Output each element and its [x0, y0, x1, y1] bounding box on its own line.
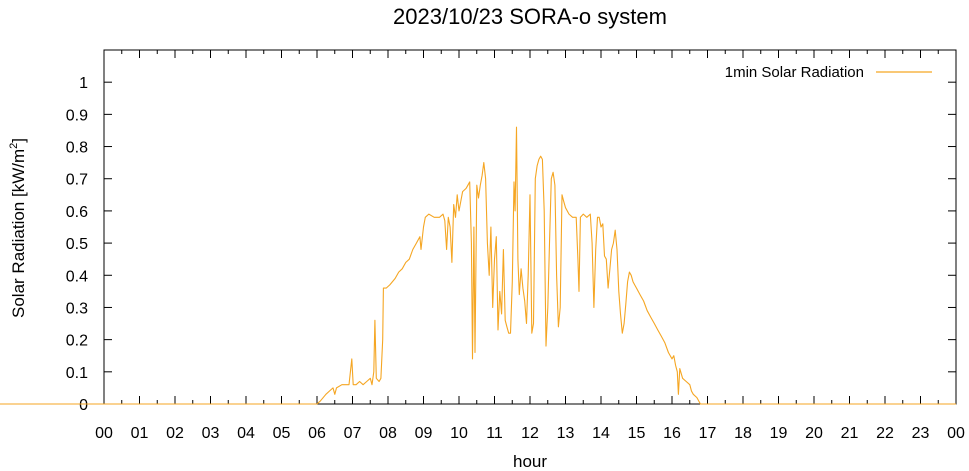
- legend-label: 1min Solar Radiation: [725, 64, 864, 81]
- x-tick-label: 17: [699, 425, 717, 442]
- x-tick-label: 00: [95, 425, 113, 442]
- y-tick-label: 0.2: [66, 333, 88, 350]
- x-tick-label: 02: [166, 425, 184, 442]
- x-tick-label: 23: [912, 425, 930, 442]
- x-tick-label: 18: [734, 425, 752, 442]
- y-axis-label-close: ]: [9, 138, 28, 143]
- y-tick-label: 0.8: [66, 140, 88, 157]
- y-axis-label: Solar Radiation [kW/m2]: [8, 138, 28, 318]
- y-axis-label-main: Solar Radiation [kW/m: [9, 149, 28, 318]
- y-tick-label: 1: [79, 75, 88, 92]
- x-tick-label: 19: [770, 425, 788, 442]
- x-tick-label: 11: [486, 425, 503, 442]
- x-tick-label: 04: [237, 425, 255, 442]
- x-tick-label: 22: [876, 425, 894, 442]
- y-axis-tick-labels: 0 0.1 0.2 0.3 0.4 0.5 0.6 0.7 0.8 0.9 1: [66, 75, 88, 414]
- x-axis-label: hour: [513, 452, 547, 471]
- x-tick-label: 10: [450, 425, 468, 442]
- x-axis-ticks: [103, 50, 957, 404]
- x-tick-label: 07: [344, 425, 362, 442]
- x-tick-label: 00: [947, 425, 965, 442]
- y-tick-label: 0.3: [66, 300, 88, 317]
- y-tick-label: 0: [79, 397, 88, 414]
- y-tick-label: 0.1: [66, 365, 88, 382]
- x-axis-tick-labels: 00 01 02 03 04 05 06 07 08 09 10 11 12 13 14 15 16 17 18 19…: [95, 425, 965, 442]
- x-tick-label: 12: [521, 425, 539, 442]
- y-axis-ticks: [104, 81, 956, 405]
- x-tick-label: 13: [557, 425, 575, 442]
- y-tick-label: 0.6: [66, 204, 88, 221]
- x-tick-label: 21: [841, 425, 859, 442]
- y-tick-label: 0.5: [66, 236, 88, 253]
- x-tick-label: 08: [379, 425, 397, 442]
- y-tick-label: 0.4: [66, 268, 88, 285]
- x-tick-label: 20: [805, 425, 823, 442]
- y-tick-label: 0.9: [66, 107, 88, 124]
- chart-title: 2023/10/23 SORA-o system: [393, 4, 667, 29]
- x-tick-label: 01: [131, 425, 149, 442]
- x-tick-label: 06: [308, 425, 326, 442]
- legend: 1min Solar Radiation: [725, 64, 932, 81]
- x-tick-label: 03: [202, 425, 220, 442]
- x-tick-label: 16: [663, 425, 681, 442]
- x-tick-label: 15: [628, 425, 646, 442]
- x-tick-label: 09: [415, 425, 433, 442]
- y-tick-label: 0.7: [66, 172, 88, 189]
- series-line-1min-solar-radiation: [0, 126, 956, 405]
- x-tick-label: 14: [592, 425, 610, 442]
- y-axis-label-superscript: 2: [8, 143, 20, 149]
- x-tick-label: 05: [273, 425, 291, 442]
